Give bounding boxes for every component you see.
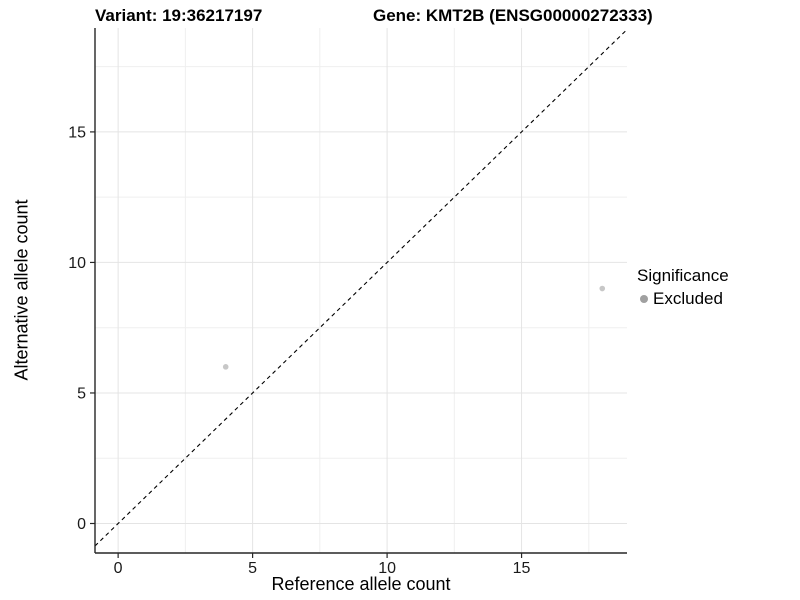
legend-item-label: Excluded [653, 289, 723, 308]
gene-title: Gene: KMT2B (ENSG00000272333) [373, 6, 653, 25]
y-tick-label: 0 [77, 516, 86, 533]
identity-line [94, 29, 628, 547]
y-axis-title: Alternative allele count [11, 199, 32, 381]
legend: Significance Excluded [637, 266, 729, 309]
legend-item-excluded: Excluded [637, 289, 729, 309]
legend-point-swatch [640, 295, 648, 303]
variant-title: Variant: 19:36217197 [95, 6, 263, 25]
x-tick-label: 15 [513, 560, 531, 577]
y-tick-label: 5 [77, 385, 86, 402]
y-tick-label: 15 [68, 124, 86, 141]
x-tick-label: 10 [378, 560, 396, 577]
x-tick-label: 0 [114, 560, 123, 577]
legend-title: Significance [637, 266, 729, 285]
data-point [599, 285, 606, 292]
y-tick-label: 10 [68, 255, 86, 272]
x-tick-label: 5 [248, 560, 257, 577]
data-point [222, 364, 229, 370]
x-axis-title: Reference allele count [271, 574, 451, 594]
